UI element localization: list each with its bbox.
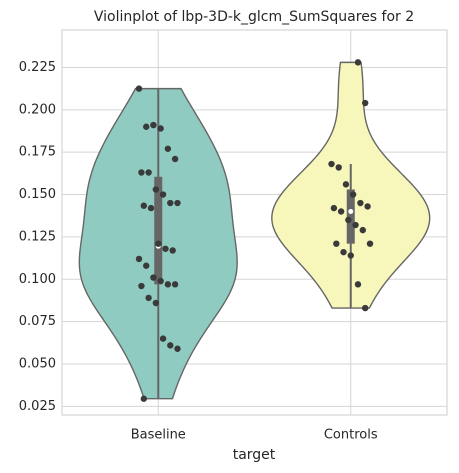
strip-point (164, 281, 172, 288)
strip-point (359, 226, 366, 234)
strip-point (135, 255, 143, 263)
plot-frame (61, 29, 448, 416)
y-tick-label: 0.225 (19, 60, 56, 75)
strip-point (167, 199, 174, 207)
strip-point (335, 164, 342, 171)
strip-point (150, 274, 157, 281)
y-tick-label: 0.200 (19, 102, 56, 117)
strip-point (171, 281, 179, 288)
y-tick-label: 0.100 (19, 272, 56, 287)
strip-point (143, 123, 150, 130)
y-tick-label: 0.025 (19, 399, 56, 414)
strip-point (143, 262, 150, 269)
y-tick-label: 0.125 (19, 229, 56, 244)
strip-point (347, 252, 354, 259)
strip-point (357, 199, 364, 207)
strip-point (162, 245, 169, 252)
strip-point (164, 145, 172, 152)
strip-point (157, 277, 164, 285)
y-tick-label: 0.175 (19, 145, 56, 160)
box-median (348, 208, 354, 214)
strip-point (340, 248, 347, 256)
box-iqr (346, 189, 355, 244)
strip-point (171, 155, 179, 163)
y-tick-label: 0.075 (19, 314, 56, 329)
strip-point (135, 85, 143, 92)
strip-point (169, 247, 176, 254)
strip-point (140, 202, 148, 209)
y-tick-label: 0.150 (19, 187, 56, 202)
strip-point (352, 221, 359, 229)
strip-point (174, 199, 181, 207)
strip-point (159, 191, 167, 198)
x-tick-label: Baseline (131, 428, 186, 443)
strip-point (150, 121, 157, 129)
strip-point (345, 216, 352, 224)
strip-point (152, 186, 160, 193)
strip-point (147, 204, 155, 212)
strip-point (361, 99, 369, 107)
strip-point (138, 282, 145, 290)
box-iqr (154, 176, 163, 285)
strip-point (361, 304, 369, 312)
strip-point (333, 240, 340, 247)
x-tick-label: Controls (324, 428, 378, 443)
strip-point (328, 160, 335, 168)
chart-title: Violinplot of lbp-3D-k_glcm_SumSquares f… (94, 9, 414, 25)
strip-point (337, 208, 345, 215)
y-tick-label: 0.050 (19, 356, 56, 371)
strip-point (330, 204, 338, 212)
strip-point (140, 395, 148, 402)
strip-point (366, 240, 374, 247)
strip-point (145, 169, 152, 176)
strip-point (342, 181, 350, 188)
strip-point (145, 294, 152, 302)
x-axis-label: target (233, 447, 276, 463)
strip-point (349, 191, 357, 198)
strip-point (364, 203, 371, 210)
strip-point (354, 281, 362, 288)
strip-point (152, 299, 160, 307)
strip-point (157, 125, 164, 132)
strip-point (138, 169, 145, 176)
strip-point (159, 335, 167, 342)
strip-point (155, 240, 162, 247)
strip-point (174, 345, 181, 352)
strip-point (354, 59, 362, 66)
strip-point (167, 342, 174, 349)
